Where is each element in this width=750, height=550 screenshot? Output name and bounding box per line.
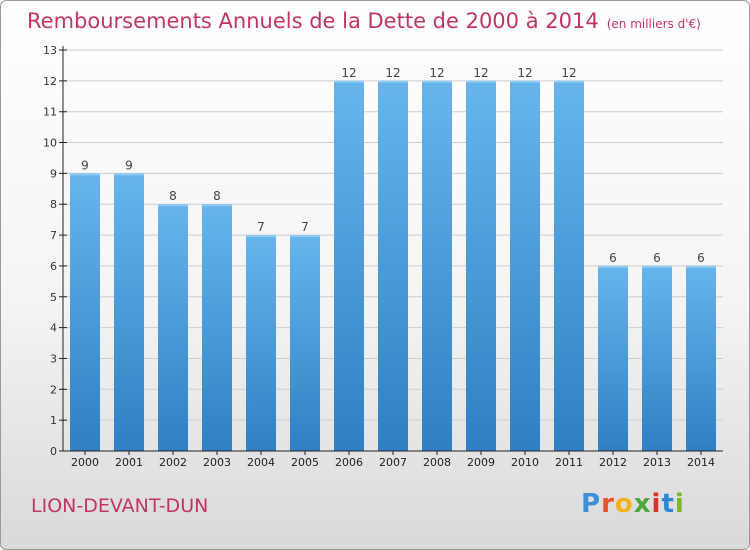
bar-value-label: 8: [169, 189, 177, 203]
x-tick-label: 2004: [247, 456, 275, 469]
y-tick-label: 2: [50, 383, 57, 396]
bar-value-label: 7: [301, 220, 309, 234]
bar: [202, 204, 232, 451]
bar: [334, 80, 364, 451]
bar: [598, 265, 628, 451]
bar-value-label: 12: [473, 66, 488, 80]
bar-highlight: [202, 204, 232, 207]
x-tick-label: 2009: [467, 456, 495, 469]
x-tick-label: 2014: [687, 456, 715, 469]
chart-unit: (en milliers d'€): [606, 17, 701, 31]
y-tick-label: 6: [50, 260, 57, 273]
bar: [246, 235, 276, 451]
bar-highlight: [642, 265, 672, 268]
bar: [290, 235, 320, 451]
y-tick-label: 3: [50, 352, 57, 365]
y-tick-label: 13: [43, 44, 57, 57]
x-tick-label: 2003: [203, 456, 231, 469]
bar-value-label: 9: [125, 158, 133, 172]
bar: [642, 265, 672, 451]
bar-value-label: 9: [81, 158, 89, 172]
y-tick-label: 8: [50, 198, 57, 211]
y-tick-label: 4: [50, 322, 57, 335]
bar: [378, 80, 408, 451]
x-tick-label: 2007: [379, 456, 407, 469]
bar: [686, 265, 716, 451]
x-tick-label: 2008: [423, 456, 451, 469]
bar-value-label: 12: [385, 66, 400, 80]
y-tick-label: 7: [50, 229, 57, 242]
y-tick-label: 11: [43, 106, 57, 119]
bar-highlight: [378, 80, 408, 83]
x-tick-label: 2006: [335, 456, 363, 469]
logo-letter: P: [581, 489, 602, 519]
y-tick-label: 5: [50, 291, 57, 304]
bar-value-label: 12: [429, 66, 444, 80]
logo-letter: x: [633, 489, 652, 519]
y-tick-label: 0: [50, 445, 57, 458]
bar-highlight: [598, 265, 628, 268]
bar-highlight: [158, 204, 188, 207]
x-tick-label: 2002: [159, 456, 187, 469]
y-tick-label: 9: [50, 167, 57, 180]
proxiti-logo: Proxiti: [581, 489, 685, 519]
axis-layer: [59, 46, 723, 455]
x-tick-label: 2012: [599, 456, 627, 469]
bar-highlight: [290, 235, 320, 238]
bar-highlight: [114, 173, 144, 176]
bar-value-label: 12: [561, 66, 576, 80]
logo-letter: r: [601, 489, 615, 519]
bar-highlight: [334, 80, 364, 83]
bar: [510, 80, 540, 451]
bar: [114, 173, 144, 451]
x-tick-label: 2010: [511, 456, 539, 469]
bar-highlight: [70, 173, 100, 176]
logo-letter: i: [674, 489, 685, 519]
bar-value-label: 6: [653, 251, 661, 265]
chart-title: Remboursements Annuels de la Dette de 20…: [27, 9, 701, 33]
bar-value-label: 12: [341, 66, 356, 80]
bar-value-label: 7: [257, 220, 265, 234]
chart-title-text: Remboursements Annuels de la Dette de 20…: [27, 9, 599, 33]
bar-highlight: [510, 80, 540, 83]
x-tick-label: 2013: [643, 456, 671, 469]
bar: [466, 80, 496, 451]
bar-value-label: 12: [517, 66, 532, 80]
logo-letter: t: [661, 489, 675, 519]
x-tick-label: 2001: [115, 456, 143, 469]
bar-highlight: [466, 80, 496, 83]
bar-value-label: 8: [213, 189, 221, 203]
y-tick-label: 10: [43, 137, 57, 150]
bar-value-label: 6: [609, 251, 617, 265]
bar: [158, 204, 188, 451]
x-tick-label: 2005: [291, 456, 319, 469]
y-tick-label: 12: [43, 75, 57, 88]
bar: [70, 173, 100, 451]
x-tick-label: 2011: [555, 456, 583, 469]
bar: [554, 80, 584, 451]
logo-letter: i: [651, 489, 662, 519]
logo-letter: o: [614, 489, 634, 519]
bar-value-label: 6: [697, 251, 705, 265]
bar-highlight: [422, 80, 452, 83]
place-name: LION-DEVANT-DUN: [31, 495, 209, 517]
bar-highlight: [686, 265, 716, 268]
bar: [422, 80, 452, 451]
bar-highlight: [246, 235, 276, 238]
y-tick-label: 1: [50, 414, 57, 427]
bar-highlight: [554, 80, 584, 83]
x-tick-label: 2000: [71, 456, 99, 469]
bar-layer: [70, 80, 716, 451]
label-layer: 0123456789101112139200092001820028200372…: [43, 44, 715, 469]
